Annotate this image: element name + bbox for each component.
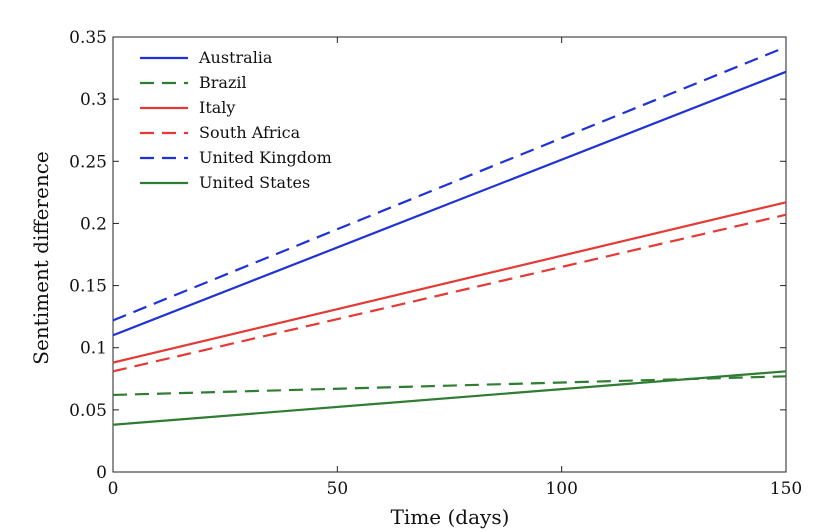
plot-frame [112, 36, 787, 473]
series-line-australia [112, 70, 787, 337]
legend-label: Australia [198, 48, 273, 67]
plot-area [112, 36, 787, 473]
y-tick-label: 0.35 [69, 28, 107, 48]
x-tick-label: 50 [327, 479, 349, 499]
y-tick-label: 0.15 [69, 277, 107, 297]
series-line-united-states [112, 370, 787, 426]
series-line-united-kingdom [112, 45, 787, 322]
y-tick-label: 0.2 [80, 214, 107, 234]
series-line-italy [112, 201, 787, 364]
legend-label: United States [199, 173, 310, 192]
x-axis-label: Time (days) [391, 505, 510, 529]
x-tick-label: 100 [545, 479, 577, 499]
legend-label: United Kingdom [199, 148, 332, 167]
y-tick-label: 0.05 [69, 401, 107, 421]
series-line-south-africa [112, 213, 787, 373]
y-axis-label: Sentiment difference [29, 151, 53, 365]
y-tick-label: 0 [96, 463, 107, 483]
legend-label: Brazil [199, 73, 247, 92]
legend-label: South Africa [199, 123, 301, 142]
axes: 0 50 100 150 0 0.05 0.1 0.15 0.2 0.25 0.3 0.35 [69, 28, 802, 499]
y-tick-label: 0.3 [80, 90, 107, 110]
y-tick-label: 0.1 [80, 339, 107, 359]
legend-label: Italy [199, 98, 235, 117]
x-tick-label: 0 [108, 479, 119, 499]
series-lines [112, 45, 787, 426]
legend: Australia Brazil Italy South Africa United K… [140, 48, 332, 192]
y-tick-label: 0.25 [69, 152, 107, 172]
x-tick-label: 150 [770, 479, 802, 499]
